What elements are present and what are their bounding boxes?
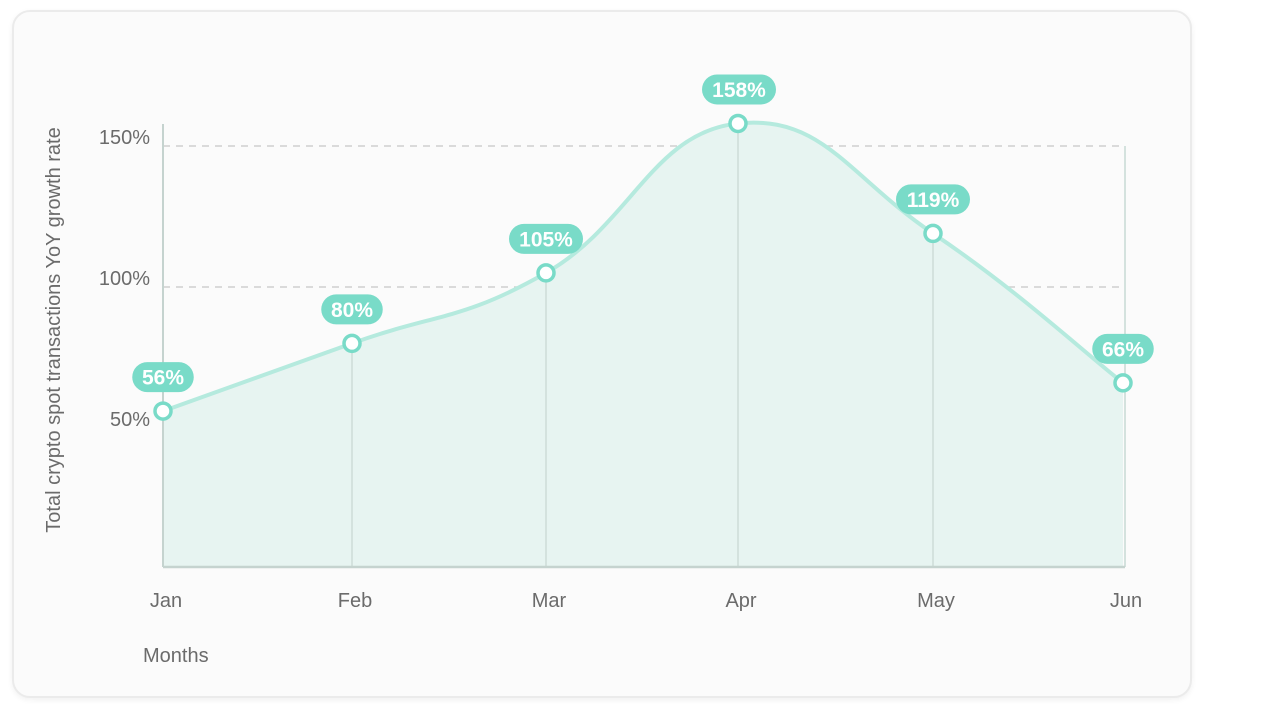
x-axis-title: Months (143, 645, 209, 667)
x-tick-label: Mar (532, 590, 567, 612)
data-label: 119% (896, 184, 970, 215)
data-label-text: 119% (907, 189, 960, 212)
data-label: 80% (321, 294, 383, 325)
data-point (1113, 373, 1133, 393)
data-label-pill (132, 362, 194, 393)
data-label: 66% (1092, 333, 1154, 364)
x-tick-label: Feb (338, 590, 372, 612)
data-point (536, 263, 556, 283)
data-point (342, 333, 362, 354)
data-label-pill (321, 294, 383, 325)
x-tick-label: May (917, 590, 955, 612)
x-tick-label: Apr (725, 590, 756, 612)
data-label-pill (896, 184, 970, 215)
data-label: 158% (702, 74, 776, 105)
data-point (728, 113, 748, 134)
data-label-text: 105% (519, 228, 573, 251)
data-label-text: 56% (142, 367, 184, 390)
data-label-pill (1092, 333, 1154, 364)
series-line (161, 120, 1125, 414)
data-label-text: 66% (1102, 338, 1144, 361)
data-label-text: 80% (331, 299, 373, 322)
x-tick-label: Jun (1110, 590, 1142, 612)
axes (162, 124, 1125, 569)
y-tick-label: 50% (110, 409, 150, 431)
data-label-text: 158% (712, 79, 766, 102)
data-label-pill (702, 74, 776, 105)
y-axis-title: Total crypto spot transactions YoY growt… (43, 127, 65, 532)
data-label: 56% (132, 362, 194, 393)
y-tick-label: 100% (99, 268, 150, 290)
data-point (153, 401, 173, 421)
x-tick-labels: Jan Feb Mar Apr May Jun (150, 590, 1142, 612)
y-tick-label: 150% (99, 127, 150, 149)
series-area (163, 122, 1123, 567)
data-markers (153, 113, 1133, 421)
y-tick-labels: 50% 100% 150% (99, 127, 150, 431)
data-labels: 56% 80% 105% 158% 119% 66% (132, 74, 1154, 393)
data-point (923, 223, 943, 244)
data-label-pill (509, 223, 583, 254)
x-tick-label: Jan (150, 590, 182, 612)
data-label: 105% (509, 223, 583, 254)
